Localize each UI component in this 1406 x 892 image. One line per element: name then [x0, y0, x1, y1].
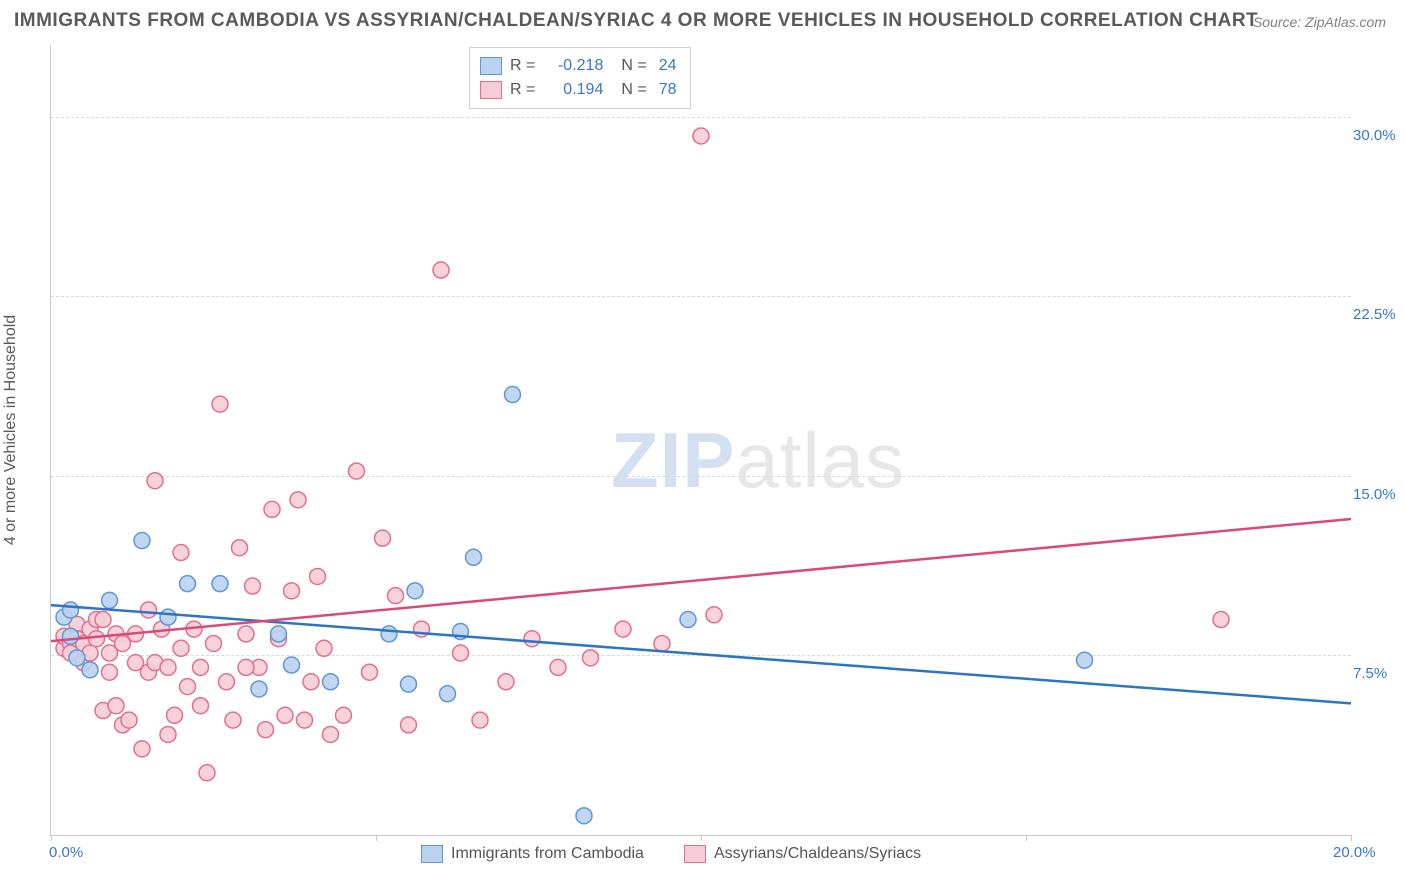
swatch-series-1 [480, 81, 502, 99]
chart-container: IMMIGRANTS FROM CAMBODIA VS ASSYRIAN/CHA… [0, 0, 1406, 892]
legend-item-1: Assyrians/Chaldeans/Syriacs [684, 845, 921, 863]
legend-item-0: Immigrants from Cambodia [421, 845, 644, 863]
legend-row-0: R = -0.218 N = 24 [480, 54, 676, 78]
scatter-svg [51, 45, 1351, 835]
plot-area: ZIPatlas 7.5%15.0%22.5%30.0% R = -0.218 … [50, 45, 1351, 836]
swatch-series-0-b [421, 845, 443, 863]
y-tick-label: 30.0% [1353, 127, 1403, 144]
x-tick-label: 0.0% [49, 844, 83, 861]
legend-row-1: R = 0.194 N = 78 [480, 78, 676, 102]
swatch-series-1-b [684, 845, 706, 863]
y-tick-label: 15.0% [1353, 486, 1403, 503]
y-tick-label: 22.5% [1353, 306, 1403, 323]
correlation-legend: R = -0.218 N = 24 R = 0.194 N = 78 [469, 47, 691, 109]
series-legend: Immigrants from Cambodia Assyrians/Chald… [421, 845, 921, 863]
y-tick-label: 7.5% [1353, 665, 1403, 682]
x-tick-label: 20.0% [1333, 844, 1376, 861]
source-label: Source: ZipAtlas.com [1253, 14, 1386, 30]
swatch-series-0 [480, 57, 502, 75]
chart-title: IMMIGRANTS FROM CAMBODIA VS ASSYRIAN/CHA… [14, 10, 1258, 32]
